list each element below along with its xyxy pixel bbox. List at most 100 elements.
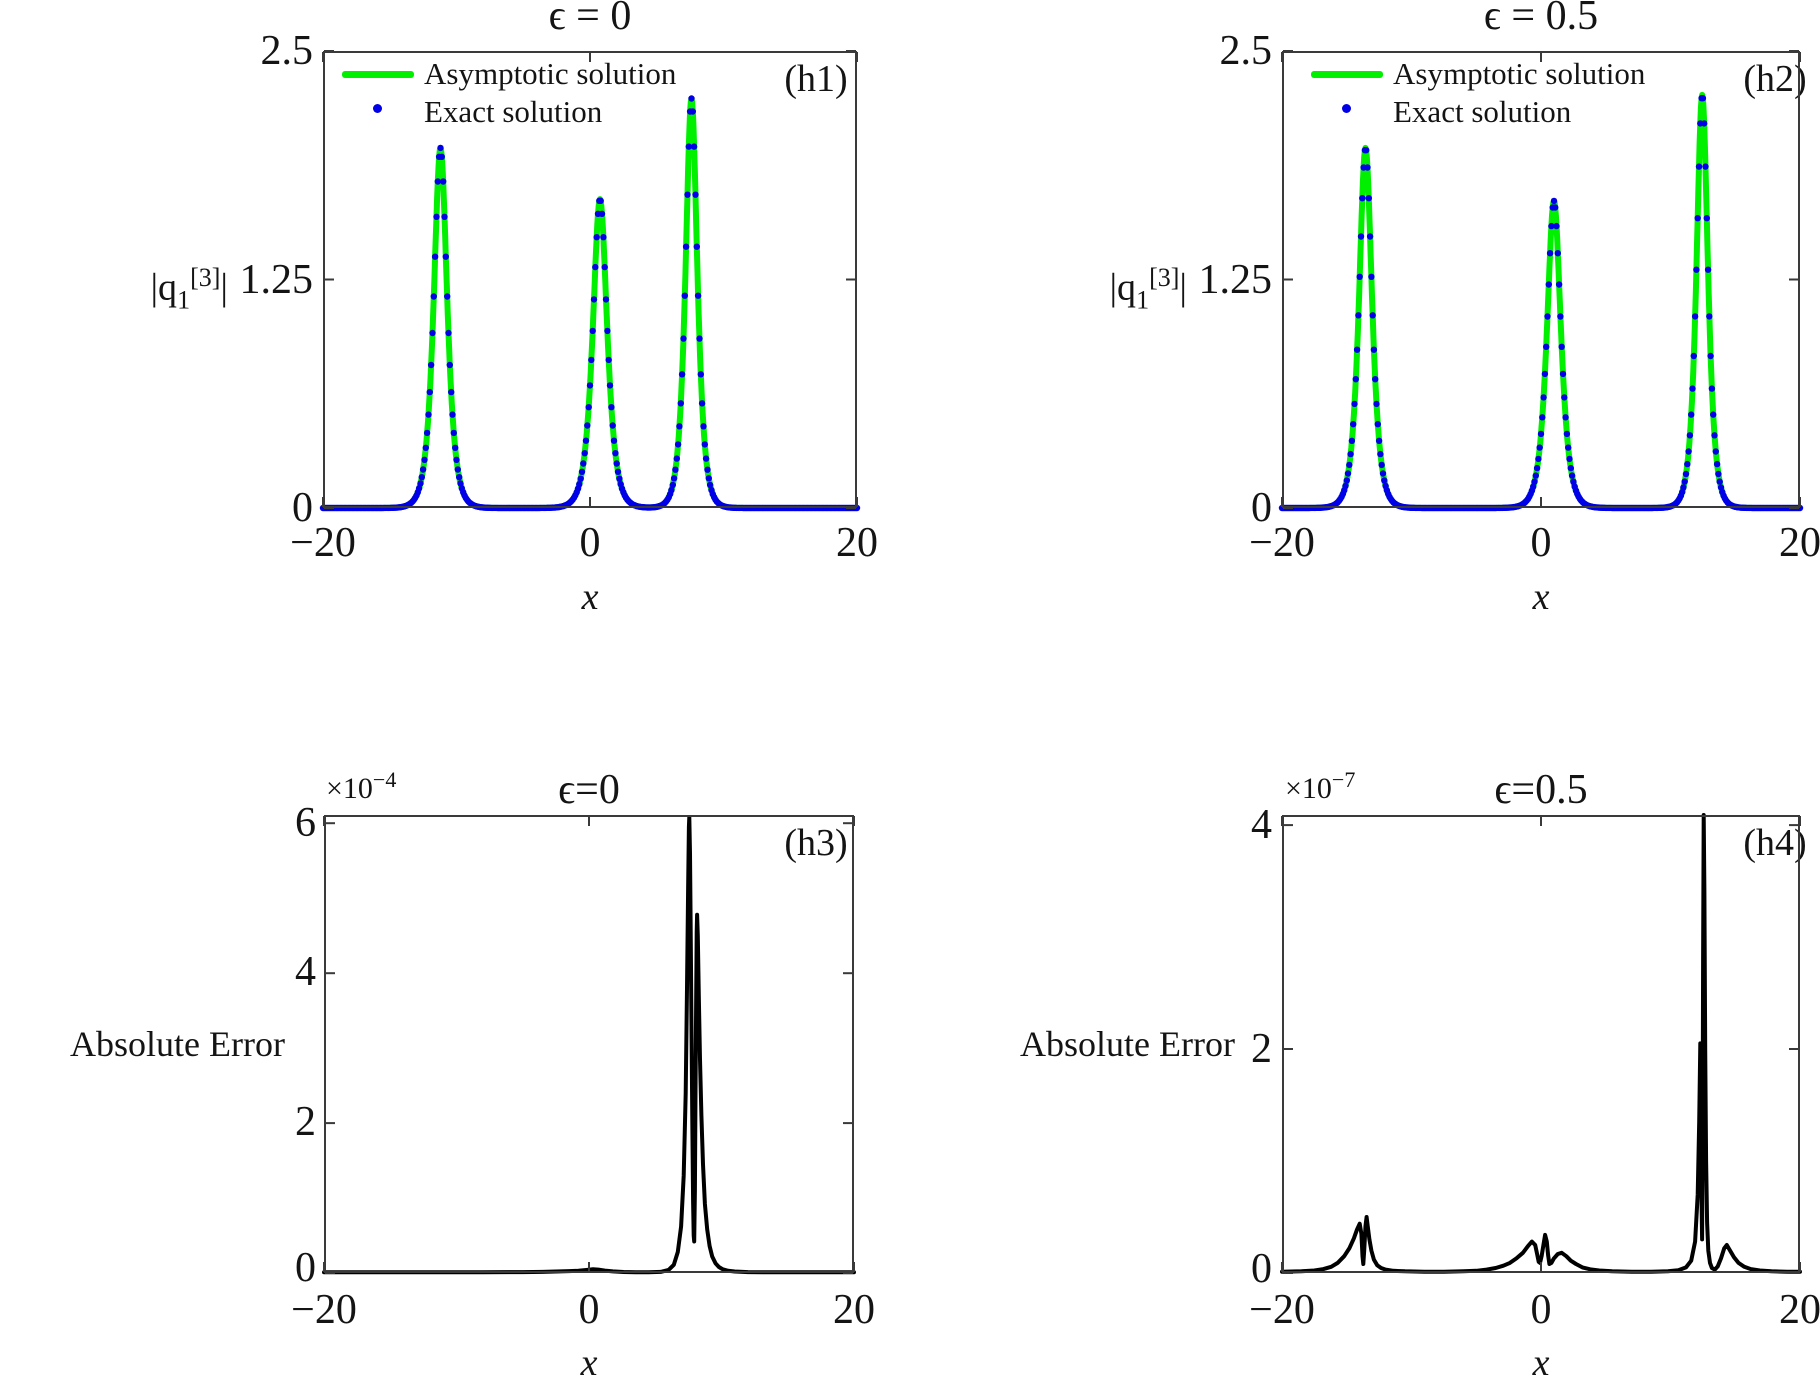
exact-solution-dot [1562,414,1569,421]
h2-legend-dot-swatch [1342,104,1351,113]
exact-solution-dot [584,422,591,429]
exact-solution-dot [1379,470,1387,477]
h2-y-axis-label: |q1[3]| [1109,263,1187,315]
panel-h1-title: ϵ = 0 [548,0,632,39]
exact-solution-dot [678,371,686,378]
exact-solution-dot [592,263,599,271]
exact-solution-dot [1372,376,1379,383]
exact-solution-dot [1544,313,1551,320]
exact-solution-dot [1356,273,1363,280]
exact-solution-dot [580,460,587,467]
h1-y-axis-label: |q1[3]| [150,263,228,315]
h4-ytick-4: 4 [1251,802,1272,848]
h4-ytick-2: 2 [1251,1026,1272,1072]
exact-solution-dot [1545,281,1552,288]
exact-solution-dot [706,481,714,489]
exact-solution-dot [1557,313,1564,320]
h2-legend-line-swatch [1311,71,1383,78]
absolute-error-curve [322,815,856,1275]
exact-solution-dot [702,455,710,462]
exact-solution-dot [1563,430,1571,438]
exact-solution-dot [1543,343,1550,350]
exact-solution-dot [1565,444,1572,451]
exact-solution-dot [606,382,614,389]
exact-solution-dot [670,475,678,482]
exact-solution-dot [1681,478,1688,485]
exact-solution-dot [1561,394,1568,401]
exact-solution-dot [452,444,459,451]
exact-solution-dot [697,371,704,378]
exact-solution-dot [1347,450,1354,458]
h3-ytick-0: 0 [295,1245,316,1291]
exact-solution-dot [418,474,425,481]
exact-solution-dot [681,292,688,299]
h4-plot-area [1280,813,1802,1274]
exact-solution-dot [1357,233,1365,240]
exact-solution-dot [684,191,691,198]
exact-solution-dot [449,411,456,418]
exact-solution-dot [604,327,611,335]
exact-solution-dot [1381,477,1388,484]
exact-solution-dot [597,197,604,204]
exact-solution-dot [417,480,424,487]
h4-xtick-m20: −20 [1249,1287,1315,1333]
exact-solution-dot [677,400,684,407]
panel-h2-title: ϵ = 0.5 [1483,0,1599,39]
h2-ytick-0: 0 [1251,485,1272,531]
h3-plot-area [322,815,856,1275]
exact-solution-dot [1344,470,1352,477]
h2-panel-tag: (h2) [1743,58,1807,100]
h3-panel-tag: (h3) [784,822,848,864]
exact-solution-dot [1342,482,1349,490]
exact-solution-dot [672,466,679,473]
exact-solution-dot [422,444,429,451]
exact-solution-dot [668,486,675,494]
exact-solution-dot [1554,250,1561,257]
exact-solution-dot [1566,455,1573,463]
exact-solution-dot [577,475,584,482]
exact-solution-dot [1685,448,1692,455]
h4-xtick-20: 20 [1779,1287,1820,1333]
exact-solution-dot [442,253,449,260]
exact-solution-dot [1684,460,1691,468]
h1-xtick-m20: −20 [290,520,356,566]
exact-solution-dot [453,456,460,463]
exact-solution-dot [444,293,451,300]
exact-solution-dot [694,292,702,299]
exact-solution-dot [698,400,706,407]
exact-solution-dot [700,423,707,430]
exact-solution-dot [425,411,432,418]
exact-solution-dot [1346,461,1353,469]
exact-solution-dot [605,356,612,364]
exact-solution-dot [1558,343,1565,350]
exact-solution-dot [1373,400,1380,408]
h4-xtick-0: 0 [1530,1287,1552,1333]
exact-solution-dot [430,293,437,300]
exact-solution-dot [1532,472,1539,479]
exact-solution-dot [1680,484,1687,491]
exact-solution-dot [1343,477,1350,484]
h2-xtick-20: 20 [1779,520,1820,566]
exact-solution-dot [1682,470,1690,478]
exact-solution-dot [673,455,680,462]
h2-ytick-2_5: 2.5 [1219,28,1273,74]
exact-solution-dot [1366,233,1374,240]
exact-solution-dot [590,296,598,303]
exact-solution-dot [689,108,696,115]
exact-solution-dot [445,329,452,337]
h1-plot-area [319,50,861,512]
exact-solution-dot [576,481,583,488]
exact-solution-dot [701,441,708,448]
h3-ytick-2: 2 [295,1099,316,1145]
exact-solution-dot [429,329,436,337]
h1-ytick-2_5: 2.5 [260,28,314,74]
exact-solution-dot [1707,352,1714,360]
exact-solution-dot [1555,281,1563,288]
exact-solution-dot [585,404,592,411]
exact-solution-dot [593,234,600,241]
exact-solution-dot [457,480,464,487]
h1-legend-line-swatch [342,71,414,78]
exact-solution-dot [446,361,453,369]
h4-x-axis-label: x [1532,1342,1550,1384]
